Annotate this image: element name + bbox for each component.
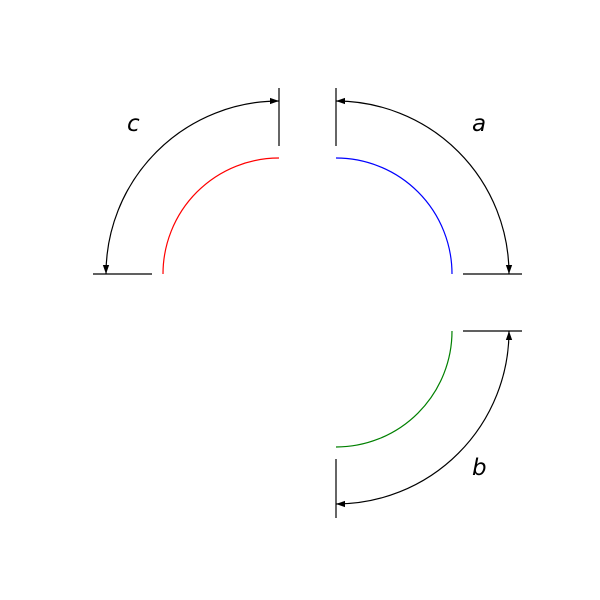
dimension-arc-a — [335, 97, 513, 275]
arc-group-b: b — [335, 330, 522, 518]
dimension-label-b: b — [472, 455, 487, 481]
dimension-arc-c — [102, 97, 280, 275]
arc-group-c: c — [93, 88, 280, 275]
arc-group-a: a — [335, 88, 522, 275]
arc-b — [335, 330, 453, 448]
dimension-label-c: c — [127, 111, 140, 137]
arc-a — [335, 157, 453, 275]
dimension-arc-b — [335, 330, 513, 508]
dimension-label-a: a — [472, 111, 486, 137]
arc-c — [162, 157, 280, 275]
